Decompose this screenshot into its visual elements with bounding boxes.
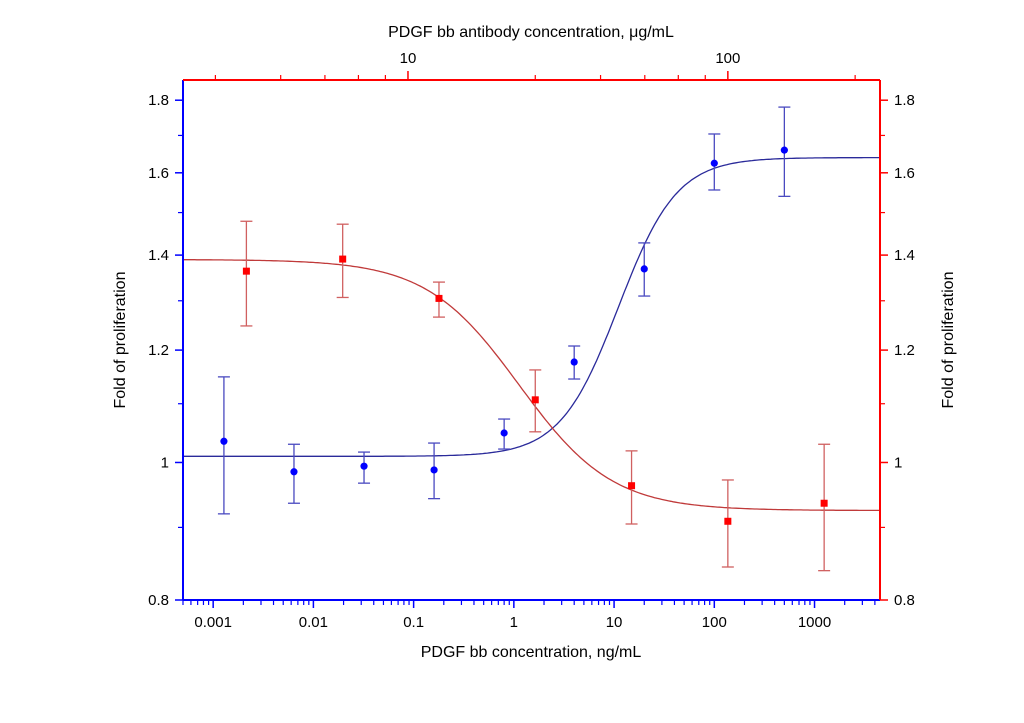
y-right-tick-label: 1.6 (894, 165, 915, 182)
data-point-square (435, 294, 443, 302)
data-point-square (531, 396, 539, 404)
x-top-tick-label: 100 (715, 50, 740, 67)
data-point-square (724, 517, 732, 525)
y-left-tick-label: 1.8 (148, 92, 169, 109)
y-right-tick-label: 1.8 (894, 92, 915, 109)
data-point-circle (430, 466, 438, 474)
axes: 0.001 0.01 0.1 1 10 100 1000 10 100 0.8 1 1.2 1.4 1.6… (148, 50, 915, 631)
fit-curve-series-1 (183, 156, 880, 457)
data-point-circle (500, 429, 508, 437)
data-point-circle (220, 437, 228, 445)
x-top-tick-label: 10 (400, 50, 417, 67)
x-top-axis-title: PDGF bb antibody concentration, μg/mL (388, 24, 674, 41)
data-point-circle (290, 468, 298, 476)
y-right-tick-label: 0.8 (894, 592, 915, 609)
x-bottom-tick-label: 1 (510, 614, 518, 631)
data-point-square (339, 255, 347, 263)
y-right-axis-title: Fold of proliferation (940, 272, 957, 409)
y-left-tick-label: 1.6 (148, 165, 169, 182)
x-bottom-tick-label: 0.001 (194, 614, 232, 631)
fit-curves (183, 156, 880, 512)
data-marks (217, 106, 831, 572)
data-point-circle (570, 358, 578, 366)
data-point-circle (710, 159, 718, 167)
y-right-tick-label: 1.4 (894, 247, 915, 264)
data-point-circle (640, 265, 648, 273)
x-bottom-tick-label: 10 (606, 614, 623, 631)
data-point-square (820, 499, 828, 507)
y-left-tick-label: 1.4 (148, 247, 169, 264)
x-bottom-tick-label: 100 (702, 614, 727, 631)
fit-curve-series-2 (183, 259, 880, 512)
y-left-axis-title: Fold of proliferation (112, 272, 129, 409)
x-bottom-axis-title: PDGF bb concentration, ng/mL (421, 644, 642, 661)
data-point-square (628, 482, 636, 490)
x-bottom-tick-label: 1000 (798, 614, 831, 631)
x-bottom-tick-label: 0.1 (403, 614, 424, 631)
data-point-circle (360, 462, 368, 470)
y-right-tick-label: 1 (894, 454, 902, 471)
y-left-tick-label: 0.8 (148, 592, 169, 609)
y-right-tick-label: 1.2 (894, 342, 915, 359)
data-point-square (242, 267, 250, 275)
data-point-circle (780, 146, 788, 154)
x-bottom-tick-label: 0.01 (299, 614, 328, 631)
y-left-tick-label: 1 (161, 454, 169, 471)
y-left-tick-label: 1.2 (148, 342, 169, 359)
